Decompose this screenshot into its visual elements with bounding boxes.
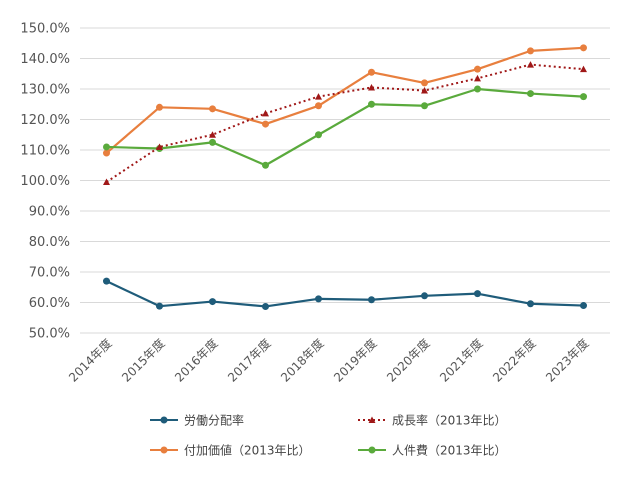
data-point [315,102,322,110]
y-tick-label: 140.0% [20,52,70,67]
data-point [262,109,269,117]
y-tick-label: 60.0% [29,296,70,311]
data-point [474,85,481,93]
data-point [315,295,322,303]
data-point [474,74,481,82]
x-tick-label: 2023年度 [542,336,591,385]
y-tick-label: 100.0% [20,174,70,189]
data-point [421,87,428,94]
data-point [368,296,375,304]
data-point [156,302,163,310]
legend-label: 労働分配率 [184,413,244,428]
data-point [474,290,481,298]
series-0 [103,277,587,310]
data-point [368,68,375,76]
x-tick-label: 2015年度 [118,336,167,385]
legend-label: 人件費（2013年比） [392,443,507,458]
data-point [103,149,110,157]
data-point [262,161,269,169]
series-line [106,87,584,167]
data-point [527,61,534,68]
y-tick-label: 130.0% [20,83,70,98]
data-point [156,103,163,111]
x-tick-label: 2016年度 [171,336,220,385]
y-tick-label: 80.0% [29,235,70,250]
data-point [209,138,216,146]
legend-marker [368,446,376,454]
data-point [421,292,428,300]
data-point [209,131,216,138]
legend: 労働分配率 成長率（2013年比） 付加価値（2013年比） 人件費（2013年比） [150,413,507,458]
x-tick-label: 2019年度 [330,336,379,385]
x-tick-label: 2021年度 [436,336,485,385]
data-point [580,44,587,52]
data-point [368,83,375,91]
y-tick-label: 50.0% [29,327,70,342]
y-axis-ticks: 50.0% 60.0% 70.0% 80.0% 90.0% 100.0% 110.0% 120… [20,22,70,342]
series-lines [103,44,587,310]
series-line [106,280,584,308]
data-point [527,47,534,55]
data-point [527,90,534,98]
x-tick-label: 2017年度 [224,336,273,385]
data-point [580,93,587,101]
legend-label: 付加価値（2013年比） [184,443,311,458]
data-point [103,178,110,186]
y-tick-label: 70.0% [29,266,70,281]
y-tick-label: 90.0% [29,205,70,220]
data-point [262,302,269,310]
data-point [527,300,534,308]
x-tick-label: 2018年度 [277,336,326,385]
y-tick-label: 110.0% [20,144,70,159]
data-point [209,298,216,306]
legend-marker [160,446,168,454]
series-2 [103,44,587,157]
x-tick-label: 2014年度 [65,336,114,385]
legend-label: 成長率（2013年比） [392,413,507,428]
series-line [105,63,584,183]
x-axis-ticks: 2014年度 2015年度 2016年度 2017年度 2018年度 2019年度 2020… [65,336,591,385]
series-line [105,46,584,154]
data-point [474,65,481,73]
data-point [368,100,375,108]
series-1 [103,61,587,186]
y-tick-label: 150.0% [20,22,70,37]
x-tick-label: 2020年度 [383,336,432,385]
data-point [315,131,322,139]
data-point [580,302,587,310]
data-point [103,277,110,285]
data-point [421,102,428,110]
data-point [209,105,216,113]
gridlines [80,27,610,334]
data-point [421,79,428,87]
legend-marker [160,416,168,424]
data-point [315,93,322,100]
x-tick-label: 2022年度 [489,336,538,385]
data-point [156,143,163,150]
data-point [580,65,587,73]
series-3 [103,85,587,169]
y-tick-label: 120.0% [20,113,70,128]
data-point [262,120,269,128]
data-point [103,143,110,151]
legend-marker [368,416,376,423]
